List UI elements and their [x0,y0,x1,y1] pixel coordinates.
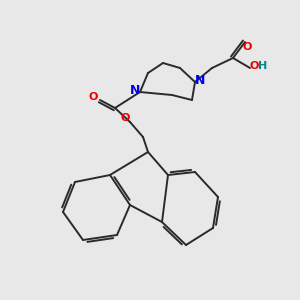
Text: H: H [258,61,268,71]
Text: O: O [242,42,252,52]
Text: O: O [88,92,98,102]
Text: O: O [249,61,259,71]
Text: O: O [120,113,130,123]
Text: N: N [195,74,205,86]
Text: N: N [130,83,140,97]
